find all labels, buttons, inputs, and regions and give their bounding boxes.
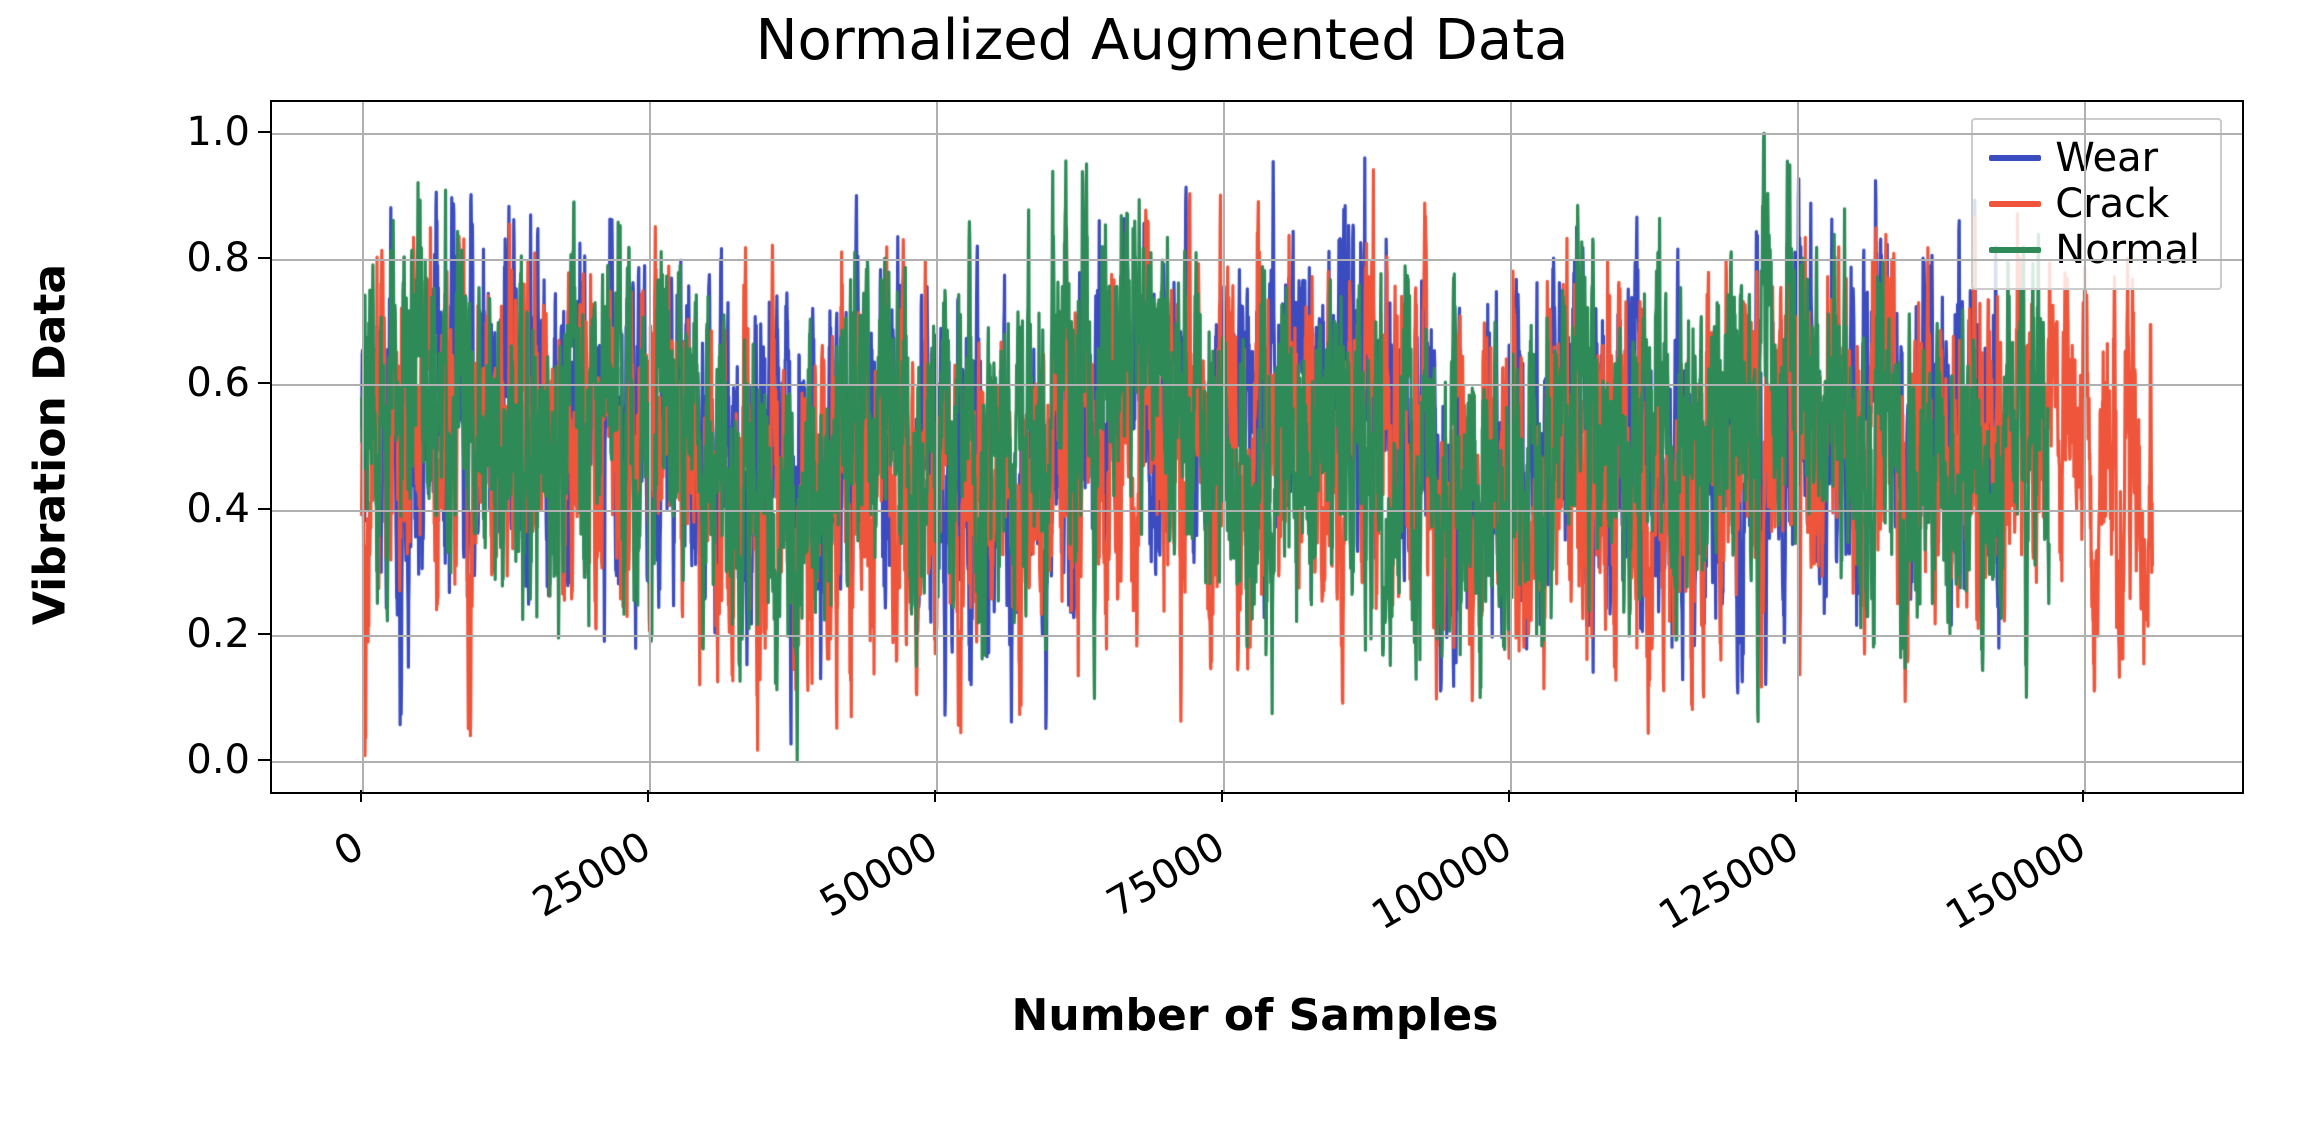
legend-label: Crack	[2055, 184, 2169, 224]
y-tick-mark	[258, 633, 270, 635]
grid-line-vertical	[936, 102, 938, 792]
y-tick-label: 0.4	[150, 486, 250, 532]
grid-line-horizontal	[272, 133, 2242, 135]
legend-item: Wear	[1989, 138, 2200, 178]
y-tick-label: 1.0	[150, 109, 250, 155]
y-tick-label: 0.8	[150, 235, 250, 281]
x-tick-label: 150000	[1897, 823, 2093, 963]
y-tick-label: 0.6	[150, 360, 250, 406]
x-tick-label: 0	[175, 823, 371, 963]
x-tick-mark	[2082, 790, 2084, 802]
x-tick-mark	[1795, 790, 1797, 802]
y-tick-label: 0.2	[150, 611, 250, 657]
legend-item: Normal	[1989, 230, 2200, 270]
legend-swatch	[1989, 155, 2041, 161]
grid-line-horizontal	[272, 635, 2242, 637]
x-tick-mark	[360, 790, 362, 802]
legend-label: Normal	[2055, 230, 2200, 270]
x-axis-label: Number of Samples	[270, 990, 2240, 1041]
grid-line-horizontal	[272, 384, 2242, 386]
x-tick-label: 125000	[1610, 823, 1806, 963]
legend-item: Crack	[1989, 184, 2200, 224]
grid-line-vertical	[2084, 102, 2086, 792]
series-canvas	[272, 102, 2242, 792]
chart-title: Normalized Augmented Data	[0, 8, 2324, 73]
grid-line-vertical	[649, 102, 651, 792]
x-tick-mark	[934, 790, 936, 802]
grid-line-horizontal	[272, 761, 2242, 763]
legend-swatch	[1989, 247, 2041, 253]
grid-line-horizontal	[272, 510, 2242, 512]
grid-line-vertical	[362, 102, 364, 792]
y-tick-mark	[258, 508, 270, 510]
x-tick-mark	[1221, 790, 1223, 802]
x-tick-label: 100000	[1323, 823, 1519, 963]
x-tick-label: 25000	[462, 823, 658, 963]
legend-label: Wear	[2055, 138, 2158, 178]
x-tick-label: 50000	[749, 823, 945, 963]
plot-area: Wear Crack Normal	[270, 100, 2244, 794]
grid-line-horizontal	[272, 259, 2242, 261]
y-tick-mark	[258, 382, 270, 384]
grid-line-vertical	[1223, 102, 1225, 792]
x-tick-label: 75000	[1036, 823, 1232, 963]
y-tick-mark	[258, 131, 270, 133]
legend: Wear Crack Normal	[1971, 118, 2222, 290]
y-tick-label: 0.0	[150, 737, 250, 783]
x-tick-mark	[647, 790, 649, 802]
grid-line-vertical	[1510, 102, 1512, 792]
figure: Normalized Augmented Data Wear Crack Norma…	[0, 0, 2324, 1135]
y-tick-mark	[258, 257, 270, 259]
grid-line-vertical	[1797, 102, 1799, 792]
y-tick-mark	[258, 759, 270, 761]
legend-swatch	[1989, 201, 2041, 207]
y-axis-label: Vibration Data	[25, 245, 76, 645]
x-tick-mark	[1508, 790, 1510, 802]
